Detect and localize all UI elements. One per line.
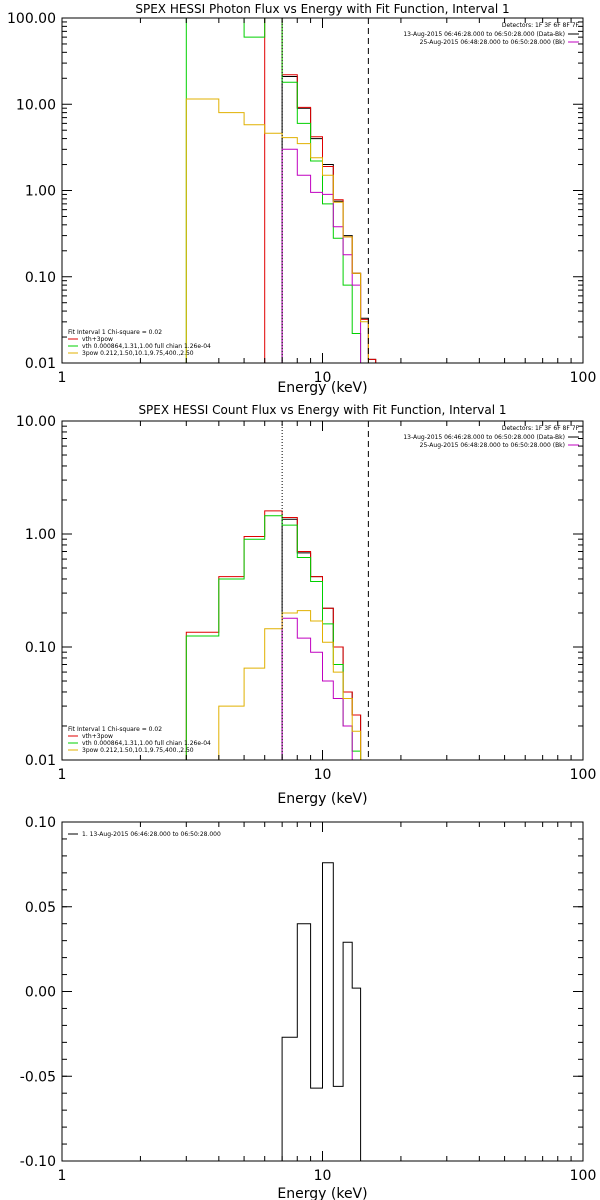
series-5-line <box>186 610 362 760</box>
x-tick-label: 1 <box>58 1168 67 1184</box>
x-tick-label: 100 <box>570 1168 597 1184</box>
series-4-line <box>281 148 362 363</box>
time-range-label: 13-Aug-2015 06:46:28.000 to 06:50:28.000… <box>403 31 565 38</box>
legend-label: 3pow 0.212,1.50,10.1,9.75,400.,2.50 <box>82 747 194 754</box>
series-1-line <box>281 862 362 1161</box>
legend-label: 3pow 0.212,1.50,10.1,9.75,400.,2.50 <box>82 350 194 357</box>
legend: Fit Interval 1 Chi-square = 0.02vth+3pow… <box>68 726 211 754</box>
detectors-label: Detectors: 1F 3F 6F 8F 7F <box>502 22 580 29</box>
data-layer <box>185 510 362 760</box>
x-axis-label: Energy (keV) <box>277 1186 367 1200</box>
y-tick-label: -0.10 <box>20 1154 56 1170</box>
chart-title: SPEX HESSI Photon Flux vs Energy with Fi… <box>135 2 509 16</box>
data-layer <box>281 862 362 1161</box>
legend-label: vth+3pow <box>82 733 113 740</box>
legend: 1. 13-Aug-2015 06:46:28.000 to 06:50:28.… <box>68 831 221 838</box>
x-tick-label: 10 <box>314 1168 332 1184</box>
data-layer <box>185 18 377 363</box>
legend-header: Fit Interval 1 Chi-square = 0.02 <box>68 329 162 336</box>
legend-label: vth 0.000864,1.31,1.00 full chian 1.26e-… <box>82 740 211 747</box>
x-tick-label: 10 <box>314 767 332 783</box>
y-tick-label: 0.01 <box>25 753 56 769</box>
y-tick-label: -0.05 <box>20 1069 56 1085</box>
chart-panel-3: 1 10 100 -0.10 -0.05 0.00 0.05 0.10 Energy (keV)… <box>20 815 597 1200</box>
detectors-label: Detectors: 1F 3F 6F 8F 7F <box>502 425 580 432</box>
legend-label: vth 0.000864,1.31,1.00 full chian 1.26e-… <box>82 343 211 350</box>
series-5-line <box>185 98 369 363</box>
series-3-line <box>185 515 362 760</box>
chart-title: SPEX HESSI Count Flux vs Energy with Fit… <box>138 403 506 417</box>
x-axis-label: Energy (keV) <box>277 380 367 396</box>
legend: Fit Interval 1 Chi-square = 0.02vth+3pow… <box>68 329 211 357</box>
series-1-line <box>281 518 362 760</box>
chart-panel-1: 1 10 100 0.01 0.10 1.00 10.00 100.00 SPEX HESSI … <box>7 2 597 396</box>
x-tick-label: 100 <box>570 370 597 386</box>
y-tick-label: 0.10 <box>25 270 56 286</box>
x-tick-label: 10 <box>314 370 332 386</box>
time-range-label: 25-Aug-2015 06:48:28.000 to 06:50:28.000… <box>420 442 565 449</box>
series-2-line <box>185 510 362 760</box>
x-tick-label: 1 <box>58 370 67 386</box>
y-tick-label: 10.00 <box>16 97 56 113</box>
legend-header: Fit Interval 1 Chi-square = 0.02 <box>68 726 162 733</box>
time-range-label: 13-Aug-2015 06:46:28.000 to 06:50:28.000… <box>403 434 565 441</box>
series-4-line <box>281 617 353 760</box>
y-tick-label: 10.00 <box>16 414 56 430</box>
x-axis-label: Energy (keV) <box>277 791 367 807</box>
chart-panel-2: 1 10 100 0.01 0.10 1.00 10.00 SPEX HESSI Count … <box>16 403 596 807</box>
y-tick-label: 0.10 <box>25 640 56 656</box>
series-3-line <box>185 18 369 363</box>
legend-label: vth+3pow <box>82 336 113 343</box>
series-2-line <box>264 18 377 363</box>
y-tick-label: 100.00 <box>7 11 56 27</box>
y-tick-label: 0.05 <box>25 900 56 916</box>
series-1-line <box>281 76 377 363</box>
y-tick-label: 0.10 <box>25 815 56 831</box>
x-tick-label: 100 <box>570 767 597 783</box>
y-tick-label: 0.01 <box>25 356 56 372</box>
time-range-label: 25-Aug-2015 06:48:28.000 to 06:50:28.000… <box>420 39 565 46</box>
x-tick-label: 1 <box>58 767 67 783</box>
y-tick-label: 0.00 <box>25 985 56 1001</box>
legend-label: 1. 13-Aug-2015 06:46:28.000 to 06:50:28.… <box>82 831 221 838</box>
y-tick-label: 1.00 <box>25 184 56 200</box>
y-tick-label: 1.00 <box>25 527 56 543</box>
